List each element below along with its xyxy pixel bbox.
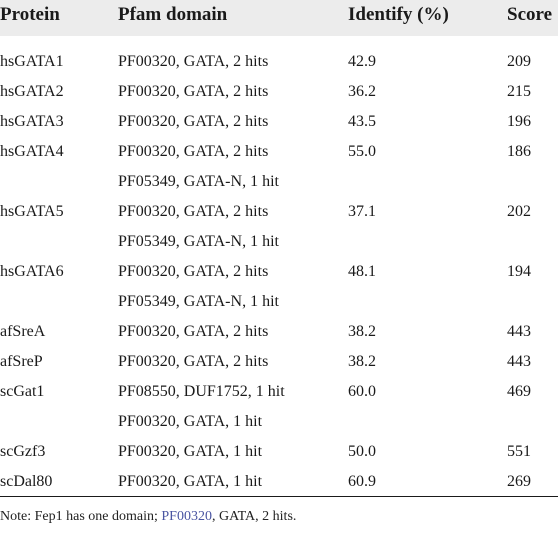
cell-pfam-domain: PF05349, GATA-N, 1 hit: [118, 233, 279, 250]
cell-protein: scGzf3: [0, 443, 46, 460]
cell-identify: 37.1: [348, 203, 376, 220]
cell-score: 215: [507, 83, 531, 100]
note-link-pf00320[interactable]: PF00320: [161, 509, 212, 524]
table-bottom-rule: [0, 496, 558, 497]
cell-identify: 55.0: [348, 143, 376, 160]
table-row: hsGATA6 PF00320, GATA, 2 hits 48.1 194: [0, 257, 558, 287]
cell-score: 443: [507, 353, 531, 370]
note-prefix: Note: Fep1 has one domain;: [0, 509, 162, 524]
cell-pfam-domain: PF00320, GATA, 2 hits: [118, 203, 269, 220]
table-row: PF05349, GATA-N, 1 hit: [0, 287, 558, 317]
cell-identify: 50.0: [348, 443, 376, 460]
cell-protein: hsGATA2: [0, 83, 64, 100]
table-row: hsGATA1 PF00320, GATA, 2 hits 42.9 209: [0, 47, 558, 77]
cell-protein: hsGATA1: [0, 53, 64, 70]
cell-score: 196: [507, 113, 531, 130]
cell-identify: 42.9: [348, 53, 376, 70]
cell-pfam-domain: PF05349, GATA-N, 1 hit: [118, 293, 279, 310]
cell-pfam-domain: PF05349, GATA-N, 1 hit: [118, 173, 279, 190]
cell-protein: scGat1: [0, 383, 45, 400]
cell-identify: 48.1: [348, 263, 376, 280]
cell-identify: 38.2: [348, 323, 376, 340]
cell-pfam-domain: PF00320, GATA, 2 hits: [118, 143, 269, 160]
header-score: Score: [507, 4, 553, 25]
cell-protein: hsGATA5: [0, 203, 64, 220]
table-header: Protein Pfam domain Identify (%) Score: [0, 0, 558, 36]
cell-identify: 38.2: [348, 353, 376, 370]
header-pfam-domain: Pfam domain: [118, 4, 228, 25]
table-row: hsGATA2 PF00320, GATA, 2 hits 36.2 215: [0, 77, 558, 107]
cell-pfam-domain: PF00320, GATA, 1 hit: [118, 413, 263, 430]
cell-score: 443: [507, 323, 531, 340]
cell-identify: 60.9: [348, 473, 376, 490]
cell-identify: 43.5: [348, 113, 376, 130]
cell-score: 194: [507, 263, 531, 280]
header-identify: Identify (%): [348, 4, 449, 25]
cell-score: 551: [507, 443, 531, 460]
note-suffix: , GATA, 2 hits.: [211, 509, 297, 524]
cell-protein: afSreP: [0, 353, 43, 370]
header-protein: Protein: [0, 4, 60, 25]
table-row: afSreA PF00320, GATA, 2 hits 38.2 443: [0, 317, 558, 347]
cell-score: 186: [507, 143, 531, 160]
cell-score: 202: [507, 203, 531, 220]
cell-score: 469: [507, 383, 531, 400]
cell-protein: hsGATA3: [0, 113, 64, 130]
table-row: PF05349, GATA-N, 1 hit: [0, 167, 558, 197]
cell-protein: afSreA: [0, 323, 46, 340]
cell-protein: scDal80: [0, 473, 53, 490]
cell-pfam-domain: PF00320, GATA, 2 hits: [118, 353, 269, 370]
cell-pfam-domain: PF00320, GATA, 2 hits: [118, 83, 269, 100]
table-row: scGat1 PF08550, DUF1752, 1 hit 60.0 469: [0, 377, 558, 407]
cell-identify: 36.2: [348, 83, 376, 100]
cell-protein: hsGATA4: [0, 143, 64, 160]
cell-pfam-domain: PF00320, GATA, 1 hit: [118, 443, 263, 460]
cell-score: 209: [507, 53, 531, 70]
cell-pfam-domain: PF00320, GATA, 2 hits: [118, 263, 269, 280]
table-row: PF00320, GATA, 1 hit: [0, 407, 558, 437]
table-row: hsGATA3 PF00320, GATA, 2 hits 43.5 196: [0, 107, 558, 137]
table-row: scGzf3 PF00320, GATA, 1 hit 50.0 551: [0, 437, 558, 467]
table-row: afSreP PF00320, GATA, 2 hits 38.2 443: [0, 347, 558, 377]
cell-pfam-domain: PF08550, DUF1752, 1 hit: [118, 383, 285, 400]
table-row: scDal80 PF00320, GATA, 1 hit 60.9 269: [0, 467, 558, 497]
table-row: PF05349, GATA-N, 1 hit: [0, 227, 558, 257]
table-row: hsGATA4 PF00320, GATA, 2 hits 55.0 186: [0, 137, 558, 167]
table-row: hsGATA5 PF00320, GATA, 2 hits 37.1 202: [0, 197, 558, 227]
cell-protein: hsGATA6: [0, 263, 64, 280]
cell-identify: 60.0: [348, 383, 376, 400]
cell-pfam-domain: PF00320, GATA, 2 hits: [118, 323, 269, 340]
cell-score: 269: [507, 473, 531, 490]
cell-pfam-domain: PF00320, GATA, 2 hits: [118, 113, 269, 130]
table-note: Note: Fep1 has one domain; PF00320, GATA…: [0, 509, 296, 525]
cell-pfam-domain: PF00320, GATA, 2 hits: [118, 53, 269, 70]
cell-pfam-domain: PF00320, GATA, 1 hit: [118, 473, 263, 490]
